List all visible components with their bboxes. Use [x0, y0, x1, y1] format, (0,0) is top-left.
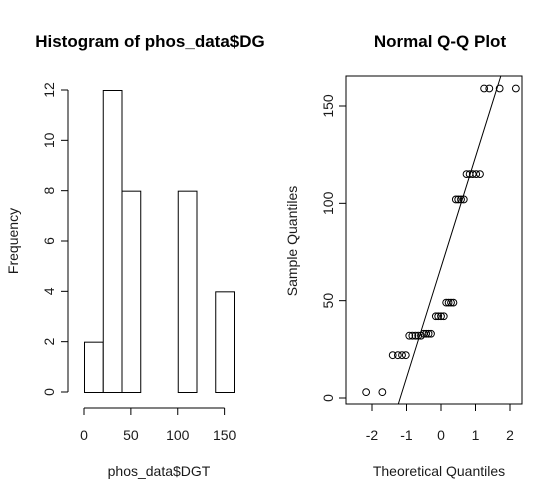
- histogram-bar-1: [102, 90, 123, 393]
- qq-y-axis: 0 50 100 150: [320, 94, 346, 402]
- qq-point-14: [427, 329, 435, 338]
- histogram-y-tick-label-5: 10: [41, 132, 57, 148]
- qq-x-tick-label-4: 2: [506, 427, 514, 443]
- qq-y-label: Sample Quantiles: [284, 186, 300, 297]
- qq-reference-line: [397, 75, 502, 405]
- qq-point-32: [480, 84, 489, 93]
- qq-point-26: [459, 195, 468, 204]
- qq-point-13: [424, 329, 433, 338]
- qq-plot-frame: [345, 75, 523, 405]
- qq-point-0: [362, 388, 371, 397]
- qq-point-16: [434, 312, 443, 321]
- histogram-y-tick-label-6: 12: [41, 82, 57, 98]
- qq-y-tick-label-3: 150: [320, 94, 336, 118]
- qq-point-30: [472, 170, 481, 179]
- histogram-x-label: phos_data$DGT: [108, 463, 211, 479]
- qq-point-2: [388, 351, 397, 360]
- histogram-x-tick-label-0: 0: [80, 427, 88, 443]
- histogram-x-tick-label-3: 150: [213, 427, 237, 443]
- qq-point-33: [485, 84, 494, 93]
- qq-y-tick-label-0: 0: [320, 394, 336, 402]
- histogram-bar-5: [177, 190, 198, 393]
- histogram-x-tick-label-1: 50: [123, 427, 139, 443]
- qq-point-31: [476, 170, 484, 179]
- qq-point-8: [411, 331, 420, 340]
- qq-point-1: [378, 388, 387, 397]
- qq-x-label: Theoretical Quantiles: [373, 463, 505, 479]
- qq-point-20: [444, 298, 453, 307]
- qq-point-18: [439, 312, 448, 321]
- qq-point-23: [451, 195, 460, 204]
- histogram-x-axis: 0 50 100 150: [80, 407, 237, 443]
- qq-x-tick-label-2: 0: [437, 427, 445, 443]
- qq-point-34: [495, 84, 504, 93]
- qq-point-22: [449, 298, 458, 307]
- qq-point-4: [398, 351, 406, 360]
- histogram-bar-7: [215, 291, 235, 394]
- histogram-x-tick-label-2: 100: [166, 427, 190, 443]
- qq-panel: Normal Q-Q Plot -2 -1 0 1 2 0 50 100 150 Theore…: [284, 32, 523, 479]
- qq-point-17: [437, 312, 445, 321]
- qq-point-15: [431, 312, 440, 321]
- qq-reference-line-segment: [397, 75, 502, 405]
- histogram-y-axis: 0 2 4 6 8 10 12: [41, 82, 69, 396]
- qq-point-9: [414, 331, 423, 340]
- histogram-y-tick-label-0: 0: [41, 388, 57, 396]
- qq-y-tick-label-1: 50: [320, 293, 336, 309]
- histogram-panel: Histogram of phos_data$DG 0 50 100 150 0 2 4 6…: [5, 32, 265, 479]
- qq-title: Normal Q-Q Plot: [374, 32, 507, 51]
- histogram-y-label: Frequency: [5, 208, 21, 274]
- qq-y-tick-label-2: 100: [320, 191, 336, 215]
- qq-x-tick-label-1: -1: [400, 427, 413, 443]
- histogram-y-tick-label-3: 6: [41, 237, 57, 245]
- qq-point-21: [447, 298, 455, 307]
- qq-x-tick-label-0: -2: [366, 427, 379, 443]
- histogram-bar-2: [121, 190, 142, 393]
- histogram-title: Histogram of phos_data$DG: [35, 32, 265, 51]
- qq-point-12: [422, 329, 431, 338]
- qq-point-24: [454, 195, 463, 204]
- qq-point-27: [462, 170, 471, 179]
- histogram-y-tick-label-4: 8: [41, 187, 57, 195]
- qq-point-3: [393, 351, 402, 360]
- qq-point-5: [401, 351, 410, 360]
- histogram-bar-0: [84, 341, 104, 393]
- qq-x-tick-label-3: 1: [472, 427, 480, 443]
- qq-x-axis: -2 -1 0 1 2: [366, 404, 514, 443]
- histogram-y-tick-label-2: 4: [41, 287, 57, 295]
- qq-point-6: [405, 331, 414, 340]
- qq-point-7: [408, 331, 417, 340]
- qq-points: [362, 84, 520, 397]
- qq-point-35: [511, 84, 520, 93]
- qq-point-25: [457, 195, 465, 204]
- histogram-bars: [84, 90, 235, 394]
- histogram-y-tick-label-1: 2: [41, 338, 57, 346]
